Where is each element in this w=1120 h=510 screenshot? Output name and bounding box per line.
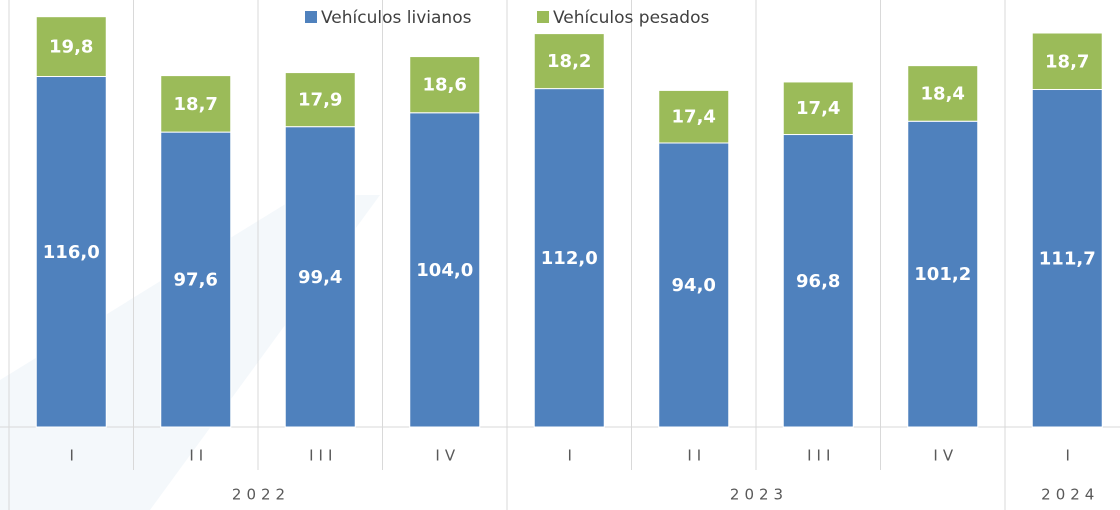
group-label: 2024 (1041, 486, 1099, 504)
data-label: 17,4 (796, 98, 840, 119)
data-label: 19,8 (49, 37, 93, 58)
legend-label: Vehículos livianos (321, 8, 472, 28)
legend-swatch (537, 11, 549, 23)
bar-segment (533, 33, 605, 90)
data-label: 111,7 (1039, 248, 1096, 269)
data-label: 18,7 (1045, 51, 1089, 72)
bar-segment (907, 65, 979, 122)
data-label: 18,2 (547, 51, 591, 72)
bar-segment (160, 75, 232, 133)
data-label: 18,4 (921, 83, 965, 104)
x-tick-label: I (568, 447, 577, 465)
data-label: 104,0 (416, 260, 473, 281)
bar-segment (782, 134, 854, 428)
x-tick-label: II (189, 447, 208, 465)
bar-segment (907, 120, 979, 428)
data-label: 116,0 (43, 242, 100, 263)
bar-segment (35, 16, 107, 78)
x-tick-label: I (70, 447, 79, 465)
data-label: 94,0 (672, 275, 716, 296)
bar-segment (1031, 32, 1103, 91)
group-label: 2023 (730, 486, 788, 504)
data-label: 18,7 (174, 94, 218, 115)
data-label: 101,2 (914, 264, 971, 285)
data-label: 18,6 (423, 75, 467, 96)
data-label: 112,0 (541, 248, 598, 269)
data-label: 17,4 (672, 107, 716, 128)
bar-segment (409, 56, 481, 114)
bar-segment (1031, 89, 1103, 428)
legend-label: Vehículos pesados (553, 8, 709, 28)
x-tick-label: IV (435, 447, 460, 465)
x-tick-label: III (807, 447, 835, 465)
data-label: 17,9 (298, 90, 342, 111)
group-label: 2022 (232, 486, 290, 504)
bar-segment (782, 81, 854, 136)
x-tick-label: II (687, 447, 706, 465)
bar-segment (533, 88, 605, 428)
x-tick-label: IV (933, 447, 958, 465)
bar-segment (35, 76, 107, 428)
data-label: 97,6 (174, 270, 218, 291)
x-tick-label: I (1066, 447, 1075, 465)
bar-segment (658, 89, 730, 144)
data-label: 99,4 (298, 267, 342, 288)
bar-segment (409, 112, 481, 428)
data-label: 96,8 (796, 271, 840, 292)
x-tick-label: III (309, 447, 337, 465)
legend-swatch (305, 11, 317, 23)
bar-segment (284, 126, 356, 428)
bar-segment (160, 131, 232, 428)
bar-segment (284, 72, 356, 128)
